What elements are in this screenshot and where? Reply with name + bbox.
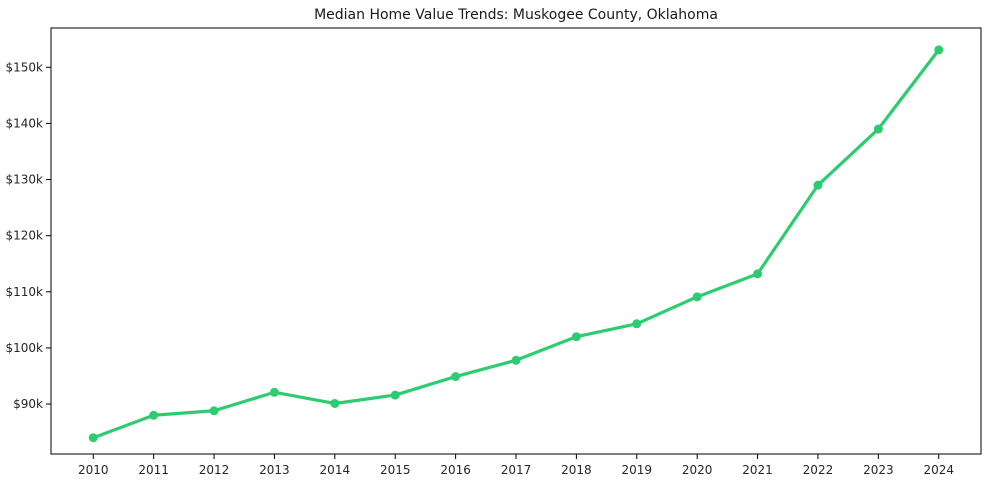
x-tick-label: 2018 (561, 463, 592, 477)
plot-area-outline (50, 27, 982, 455)
x-tick-label: 2011 (138, 463, 169, 477)
series-line (91, 48, 941, 440)
y-tick-label: $110k (6, 285, 44, 299)
data-point (873, 124, 883, 134)
y-tick-label: $130k (6, 173, 44, 187)
data-point (934, 45, 944, 55)
data-point (149, 410, 159, 420)
x-tick-label: 2016 (440, 463, 471, 477)
y-tick-label: $150k (6, 60, 44, 74)
y-tick-label: $100k (6, 341, 44, 355)
data-point (390, 390, 400, 400)
data-point (209, 406, 219, 416)
x-tick-label: 2014 (320, 463, 351, 477)
y-tick-label: $90k (13, 397, 43, 411)
x-tick-label: 2017 (501, 463, 532, 477)
data-point (269, 387, 279, 397)
x-tick-label: 2021 (742, 463, 773, 477)
x-tick-label: 2023 (863, 463, 894, 477)
x-tick-label: 2012 (199, 463, 230, 477)
x-tick-label: 2022 (803, 463, 834, 477)
x-tick-label: 2024 (923, 463, 954, 477)
x-tick-label: 2010 (78, 463, 109, 477)
y-axis: $90k $100k $110k $120k $130k $140k $150k (6, 60, 51, 411)
data-point (692, 292, 702, 302)
series-median-home-value (88, 45, 944, 443)
plot-border (50, 27, 982, 455)
chart-title: Median Home Value Trends: Muskogee Count… (314, 7, 718, 23)
y-tick-label: $140k (6, 116, 44, 130)
x-tick-label: 2013 (259, 463, 290, 477)
data-point (451, 372, 461, 382)
x-axis: 2010 2011 2012 2013 2014 2015 2016 2017 2018 2019… (78, 454, 954, 477)
data-point (753, 269, 763, 279)
data-point (571, 332, 581, 342)
y-tick-label: $120k (6, 229, 44, 243)
data-point (88, 433, 98, 443)
data-point (813, 180, 823, 190)
data-point (632, 319, 642, 329)
x-tick-label: 2015 (380, 463, 411, 477)
data-point (330, 398, 340, 408)
x-tick-label: 2020 (682, 463, 713, 477)
x-tick-label: 2019 (622, 463, 653, 477)
data-point (511, 355, 521, 365)
